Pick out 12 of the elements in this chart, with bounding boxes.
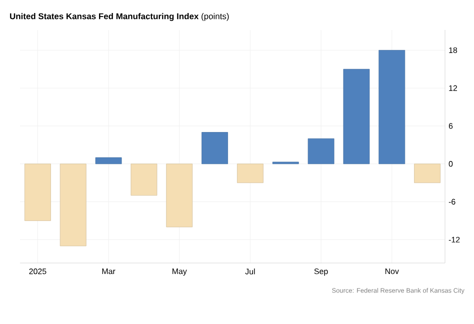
bar (166, 164, 193, 228)
bar (24, 164, 51, 221)
bar (95, 157, 122, 164)
bar (130, 164, 158, 196)
bar (202, 132, 228, 164)
chart-title: United States Kansas Fed Manufacturing Index (points) (10, 13, 229, 21)
bar (378, 50, 406, 164)
bar (60, 164, 86, 246)
bar (237, 164, 264, 184)
bar (343, 68, 370, 164)
bar (414, 164, 440, 184)
bar (308, 138, 334, 164)
